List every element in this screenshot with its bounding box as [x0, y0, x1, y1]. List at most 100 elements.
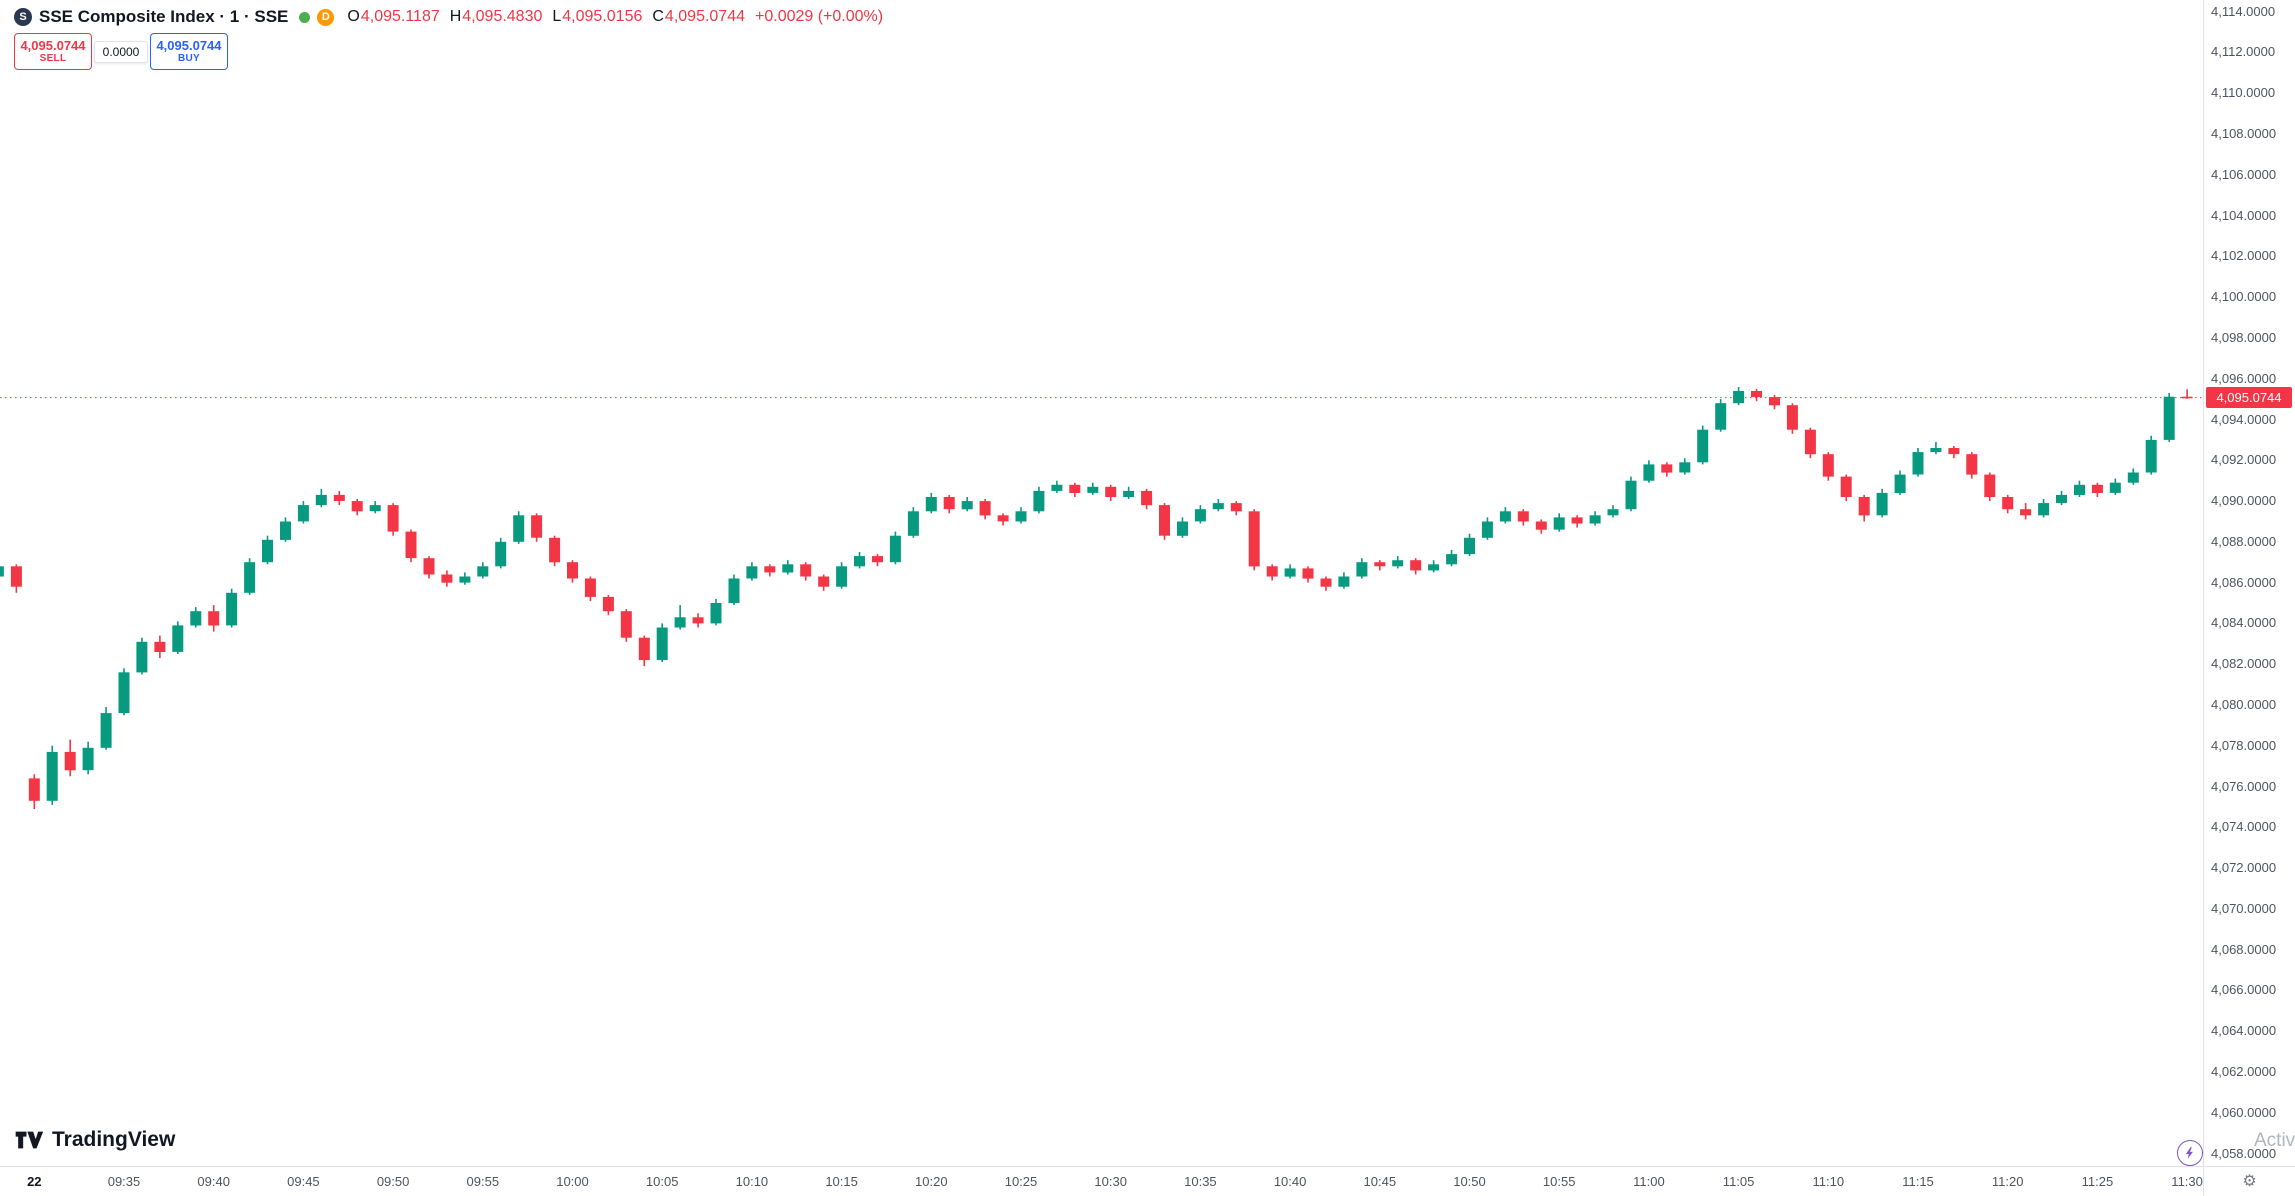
candle-body — [2002, 497, 2014, 510]
candle-body — [2074, 484, 2085, 495]
time-tick-label: 10:25 — [1004, 1174, 1038, 1189]
buy-price: 4,095.0744 — [156, 38, 222, 53]
candle-body — [1481, 521, 1493, 538]
tradingview-logo[interactable]: TradingView — [14, 1128, 175, 1152]
price-tick-label: 4,068.0000 — [2211, 941, 2277, 957]
candle-body — [1284, 568, 1296, 577]
time-tick-label: 11:00 — [1633, 1174, 1665, 1189]
price-tick-label: 4,098.0000 — [2211, 329, 2277, 345]
candle-body — [1356, 562, 1368, 577]
price-tick-label: 4,074.0000 — [2211, 819, 2277, 835]
candle-body — [1661, 464, 1673, 473]
price-tick-label: 4,106.0000 — [2211, 166, 2277, 182]
price-tick-label: 4,072.0000 — [2211, 860, 2277, 876]
price-tick-label: 4,110.0000 — [2211, 85, 2276, 101]
notification-d-badge[interactable]: D — [317, 8, 335, 26]
candle-body — [1464, 537, 1475, 555]
candle-body — [1876, 492, 1888, 516]
candle-body — [1607, 509, 1619, 516]
symbol-legend: S SSE Composite Index · 1 · SSE D O 4,095… — [14, 7, 883, 27]
candle-body — [549, 537, 561, 563]
ohlc-low-label: L — [552, 8, 562, 25]
candle-body — [0, 566, 4, 577]
time-tick-label: 09:35 — [107, 1174, 141, 1189]
price-tick-label: 4,100.0000 — [2211, 289, 2277, 305]
candle-body — [1123, 490, 1135, 497]
candle-body — [477, 566, 489, 577]
candle-body — [1069, 484, 1081, 493]
candle-body — [405, 531, 417, 559]
time-tick-label: 10:50 — [1453, 1174, 1486, 1189]
candle-body — [64, 751, 76, 771]
candle-body — [1733, 391, 1745, 404]
candle-body — [1571, 517, 1583, 524]
ohlc-open-label: O — [347, 8, 360, 25]
ohlc-high-value: 4,095.4830 — [462, 8, 543, 25]
price-tick-label: 4,058.0000 — [2211, 1145, 2277, 1161]
buy-button[interactable]: 4,095.0744 BUY — [150, 33, 228, 70]
candle-body — [907, 511, 919, 536]
spread-container: 0.0000 — [92, 40, 150, 63]
market-status-icon — [299, 11, 311, 23]
candle-body — [82, 747, 94, 771]
candle-body — [1804, 429, 1816, 455]
price-tick-label: 4,114.0000 — [2211, 3, 2276, 19]
candle-body — [2109, 482, 2121, 493]
candle-body — [513, 515, 525, 542]
candle-body — [1840, 476, 1852, 497]
time-tick-label: 11:15 — [1902, 1174, 1934, 1189]
quick-trade-button[interactable] — [2177, 1140, 2203, 1166]
time-tick-label: 09:55 — [466, 1174, 500, 1189]
candle-body — [1194, 509, 1206, 522]
candle-body — [1984, 474, 1996, 497]
candle-body — [315, 494, 327, 506]
candle-body — [423, 558, 435, 575]
candle-body — [1051, 484, 1063, 491]
time-tick-label: 10:40 — [1273, 1174, 1307, 1189]
time-axis[interactable]: 22 09:35 09:40 09:45 09:50 09:55 10:00 10:05 10:… — [0, 1166, 2203, 1196]
candle-body — [1912, 452, 1924, 475]
candle-body — [1212, 503, 1224, 510]
candle-body — [1751, 391, 1762, 398]
candle-body — [262, 539, 273, 563]
price-axis[interactable]: 4,095.0744 4,114.0000 4,112.0000 4,110.000… — [2203, 0, 2295, 1166]
candle-body — [1159, 505, 1170, 536]
candle-body — [2145, 439, 2157, 473]
symbol-title[interactable]: SSE Composite Index · 1 · SSE — [39, 7, 289, 26]
candle-body — [1553, 517, 1565, 530]
candle-body — [1338, 576, 1350, 587]
candle-body — [1858, 497, 1870, 516]
candle-body — [746, 566, 758, 579]
sell-button[interactable]: 4,095.0744 SELL — [14, 33, 92, 70]
time-tick-label: 10:45 — [1363, 1174, 1397, 1189]
candle-body — [692, 617, 704, 624]
candle-body — [333, 494, 345, 501]
gear-icon[interactable]: ⚙ — [2242, 1172, 2257, 1190]
time-tick-label: 10:35 — [1184, 1174, 1217, 1189]
trade-panel: 4,095.0744 SELL 0.0000 4,095.0744 BUY — [14, 33, 228, 70]
price-tick-label: 4,112.0000 — [2211, 44, 2276, 60]
candle-body — [943, 497, 955, 510]
candle-body — [1715, 403, 1727, 430]
candle-body — [1141, 490, 1153, 506]
chart-pane[interactable]: S SSE Composite Index · 1 · SSE D O 4,095… — [0, 0, 2203, 1166]
candle-body — [495, 541, 507, 567]
sell-label: SELL — [39, 53, 67, 64]
candle-body — [2038, 503, 2050, 516]
time-tick-label: 10:05 — [645, 1174, 679, 1189]
price-tick-label: 4,094.0000 — [2211, 411, 2277, 427]
price-tick-label: 4,070.0000 — [2211, 900, 2277, 916]
candle-body — [280, 521, 291, 540]
candle-body — [979, 501, 991, 516]
candle-body — [1015, 511, 1027, 522]
time-tick-label: 10:00 — [556, 1174, 589, 1189]
price-tick-label: 4,076.0000 — [2211, 778, 2277, 794]
candle-body — [2020, 509, 2032, 516]
candle-body — [100, 713, 112, 748]
candle-body — [154, 641, 166, 652]
candle-body — [1822, 454, 1834, 477]
price-tick-label: 4,096.0000 — [2211, 370, 2277, 386]
price-tick-label: 4,088.0000 — [2211, 533, 2277, 549]
price-tick-label: 4,080.0000 — [2211, 696, 2277, 712]
candle-body — [136, 641, 148, 673]
